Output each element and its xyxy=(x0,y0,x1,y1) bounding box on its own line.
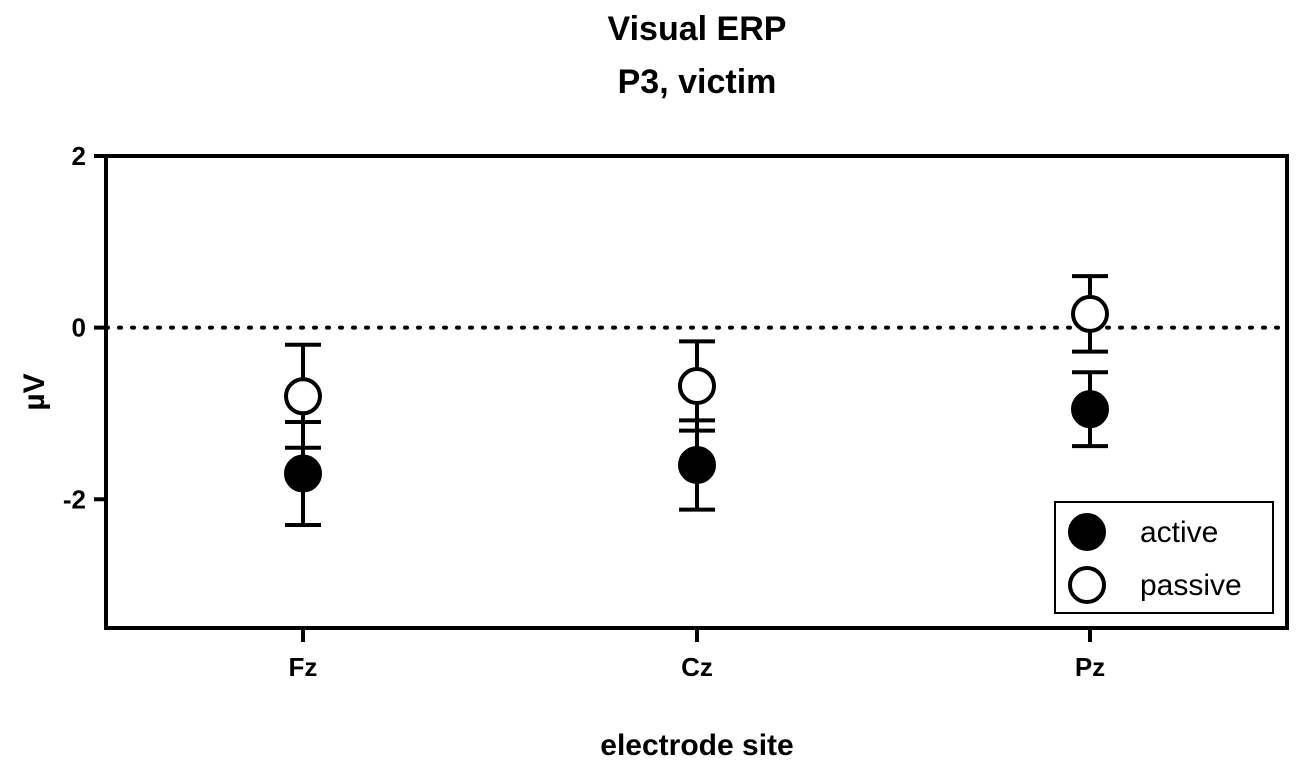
marker-active xyxy=(1071,390,1109,429)
axes: 2 0 -2 Fz Cz Pz xyxy=(63,141,1289,682)
chart-title: Visual ERP xyxy=(608,10,787,48)
y-tick-label: 2 xyxy=(72,141,86,171)
marker-passive xyxy=(284,377,322,416)
y-tick-label: 0 xyxy=(72,313,86,343)
point-passive-pz xyxy=(1071,274,1109,354)
y-tick-label: -2 xyxy=(63,484,86,514)
x-tick-label-pz: Pz xyxy=(1075,652,1105,682)
x-tick-label-cz: Cz xyxy=(681,652,713,682)
x-axis-label: electrode site xyxy=(600,729,793,762)
point-active-pz xyxy=(1071,370,1109,449)
data-marks xyxy=(284,274,1109,528)
point-passive-fz xyxy=(284,342,322,450)
marker-active xyxy=(678,445,716,484)
marker-passive xyxy=(1071,294,1109,333)
chart-subtitle: P3, victim xyxy=(618,63,777,101)
legend-marker-active xyxy=(1068,513,1106,551)
y-axis-label: µV xyxy=(18,373,51,410)
legend-marker-passive xyxy=(1068,566,1106,604)
marker-passive xyxy=(678,366,716,405)
point-passive-cz xyxy=(678,339,716,433)
legend-label-active: active xyxy=(1140,516,1218,549)
legend-label-passive: passive xyxy=(1140,569,1242,602)
x-tick-label-fz: Fz xyxy=(289,652,318,682)
marker-active xyxy=(284,454,322,493)
legend: active passive xyxy=(1054,501,1274,614)
point-active-cz xyxy=(678,418,716,512)
